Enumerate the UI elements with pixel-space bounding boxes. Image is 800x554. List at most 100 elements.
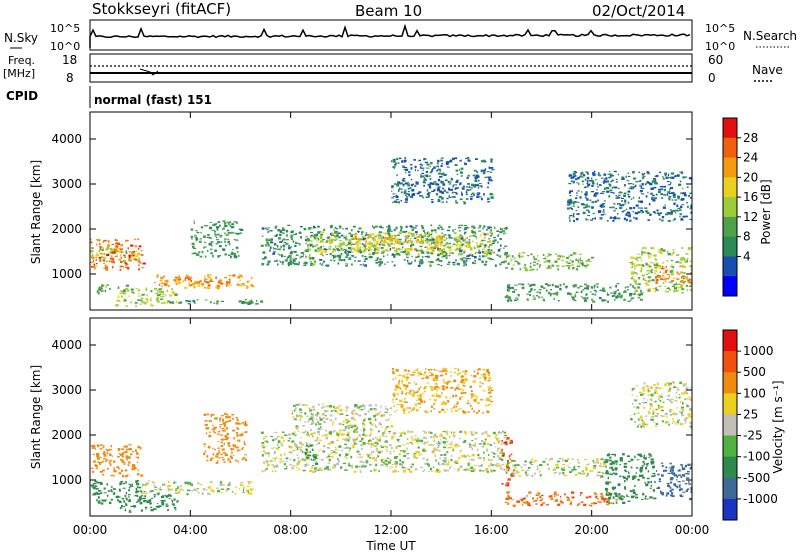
heat-cell (117, 295, 120, 298)
heat-cell (149, 299, 152, 301)
heat-cell (296, 242, 299, 245)
heat-cell (672, 472, 675, 475)
heat-cell (652, 199, 656, 202)
heat-cell (553, 292, 556, 295)
heat-cell (340, 432, 342, 435)
heat-cell (125, 502, 127, 505)
heat-cell (654, 180, 657, 183)
heat-cell (100, 502, 104, 505)
heat-cell (656, 212, 659, 215)
heat-cell (490, 196, 494, 199)
heat-cell (538, 492, 541, 495)
heat-cell (105, 260, 109, 263)
heat-cell (333, 259, 336, 262)
heat-cell (649, 289, 652, 293)
cpid-row: CPID normal (fast) 151 (6, 86, 212, 108)
heat-cell (476, 246, 479, 248)
heat-cell (352, 445, 355, 449)
heat-cell (437, 252, 439, 254)
heat-cell (618, 203, 621, 205)
heat-cell (665, 270, 668, 273)
heat-cell (496, 438, 499, 441)
heat-cell (354, 256, 357, 258)
heat-cell (539, 264, 542, 267)
heat-cell (162, 294, 165, 296)
heat-cell (449, 242, 451, 245)
heat-cell (265, 227, 267, 230)
heat-cell (267, 260, 270, 263)
heat-cell (637, 207, 641, 209)
heat-cell (480, 185, 483, 188)
heat-cell (156, 289, 159, 292)
heat-cell (581, 263, 584, 267)
heat-cell (537, 260, 541, 262)
heat-cell (586, 285, 590, 287)
heat-cell (369, 470, 373, 472)
heat-cell (328, 431, 331, 434)
heat-cell (582, 183, 584, 185)
heat-cell (158, 492, 161, 495)
heat-cell (472, 240, 474, 243)
heat-cell (379, 237, 383, 239)
heat-cell (169, 301, 172, 303)
heat-cell (317, 238, 320, 241)
heat-cell (428, 184, 431, 186)
heat-cell (641, 173, 644, 176)
heat-cell (316, 430, 320, 434)
heat-cell (375, 444, 378, 446)
heat-cell (681, 291, 684, 294)
heat-cell (277, 263, 279, 266)
heat-cell (542, 254, 545, 256)
heat-cell (306, 456, 310, 459)
heat-cell (631, 266, 634, 267)
heat-cell (399, 253, 401, 257)
heat-cell (640, 259, 643, 261)
heat-cell (470, 431, 473, 435)
heat-cell (323, 248, 327, 251)
heat-cell (395, 445, 399, 447)
heat-cell (533, 500, 535, 503)
heat-cell (464, 455, 468, 458)
heat-cell (547, 252, 550, 255)
heat-cell (385, 407, 387, 410)
nsky-trace (89, 23, 691, 48)
heat-cell (584, 196, 587, 199)
heat-cell (307, 455, 309, 457)
heat-cell (421, 251, 424, 254)
heat-cell (380, 445, 383, 447)
heat-cell (90, 238, 92, 241)
heat-cell (403, 259, 406, 261)
heat-cell (578, 182, 580, 186)
heat-cell (206, 413, 210, 416)
heat-cell (476, 193, 480, 196)
heat-cell (403, 191, 407, 193)
heat-cell (270, 239, 273, 242)
heat-cell (169, 489, 174, 490)
heat-cell (471, 229, 474, 232)
heat-cell (429, 177, 432, 180)
heat-cell (226, 437, 230, 439)
heat-cell (349, 449, 351, 452)
heat-cell (449, 235, 451, 238)
heat-cell (121, 292, 124, 294)
heat-cell (230, 457, 233, 459)
heat-cell (384, 406, 387, 408)
heat-cell (138, 486, 142, 489)
heat-cell (298, 468, 300, 471)
heat-cell (356, 450, 359, 453)
heat-cell (187, 483, 191, 485)
heat-cell (451, 447, 453, 449)
heat-cell (266, 441, 269, 443)
heat-cell (584, 193, 588, 196)
heat-cell (510, 453, 513, 456)
heat-cell (317, 469, 320, 472)
heat-cell (364, 418, 367, 420)
heat-cell (300, 252, 304, 254)
heat-cell (463, 261, 467, 263)
heat-cell (99, 471, 104, 473)
heat-cell (629, 213, 631, 216)
heat-cell (237, 422, 240, 425)
heat-cell (615, 296, 617, 299)
heat-cell (310, 416, 314, 419)
heat-cell (606, 190, 610, 193)
